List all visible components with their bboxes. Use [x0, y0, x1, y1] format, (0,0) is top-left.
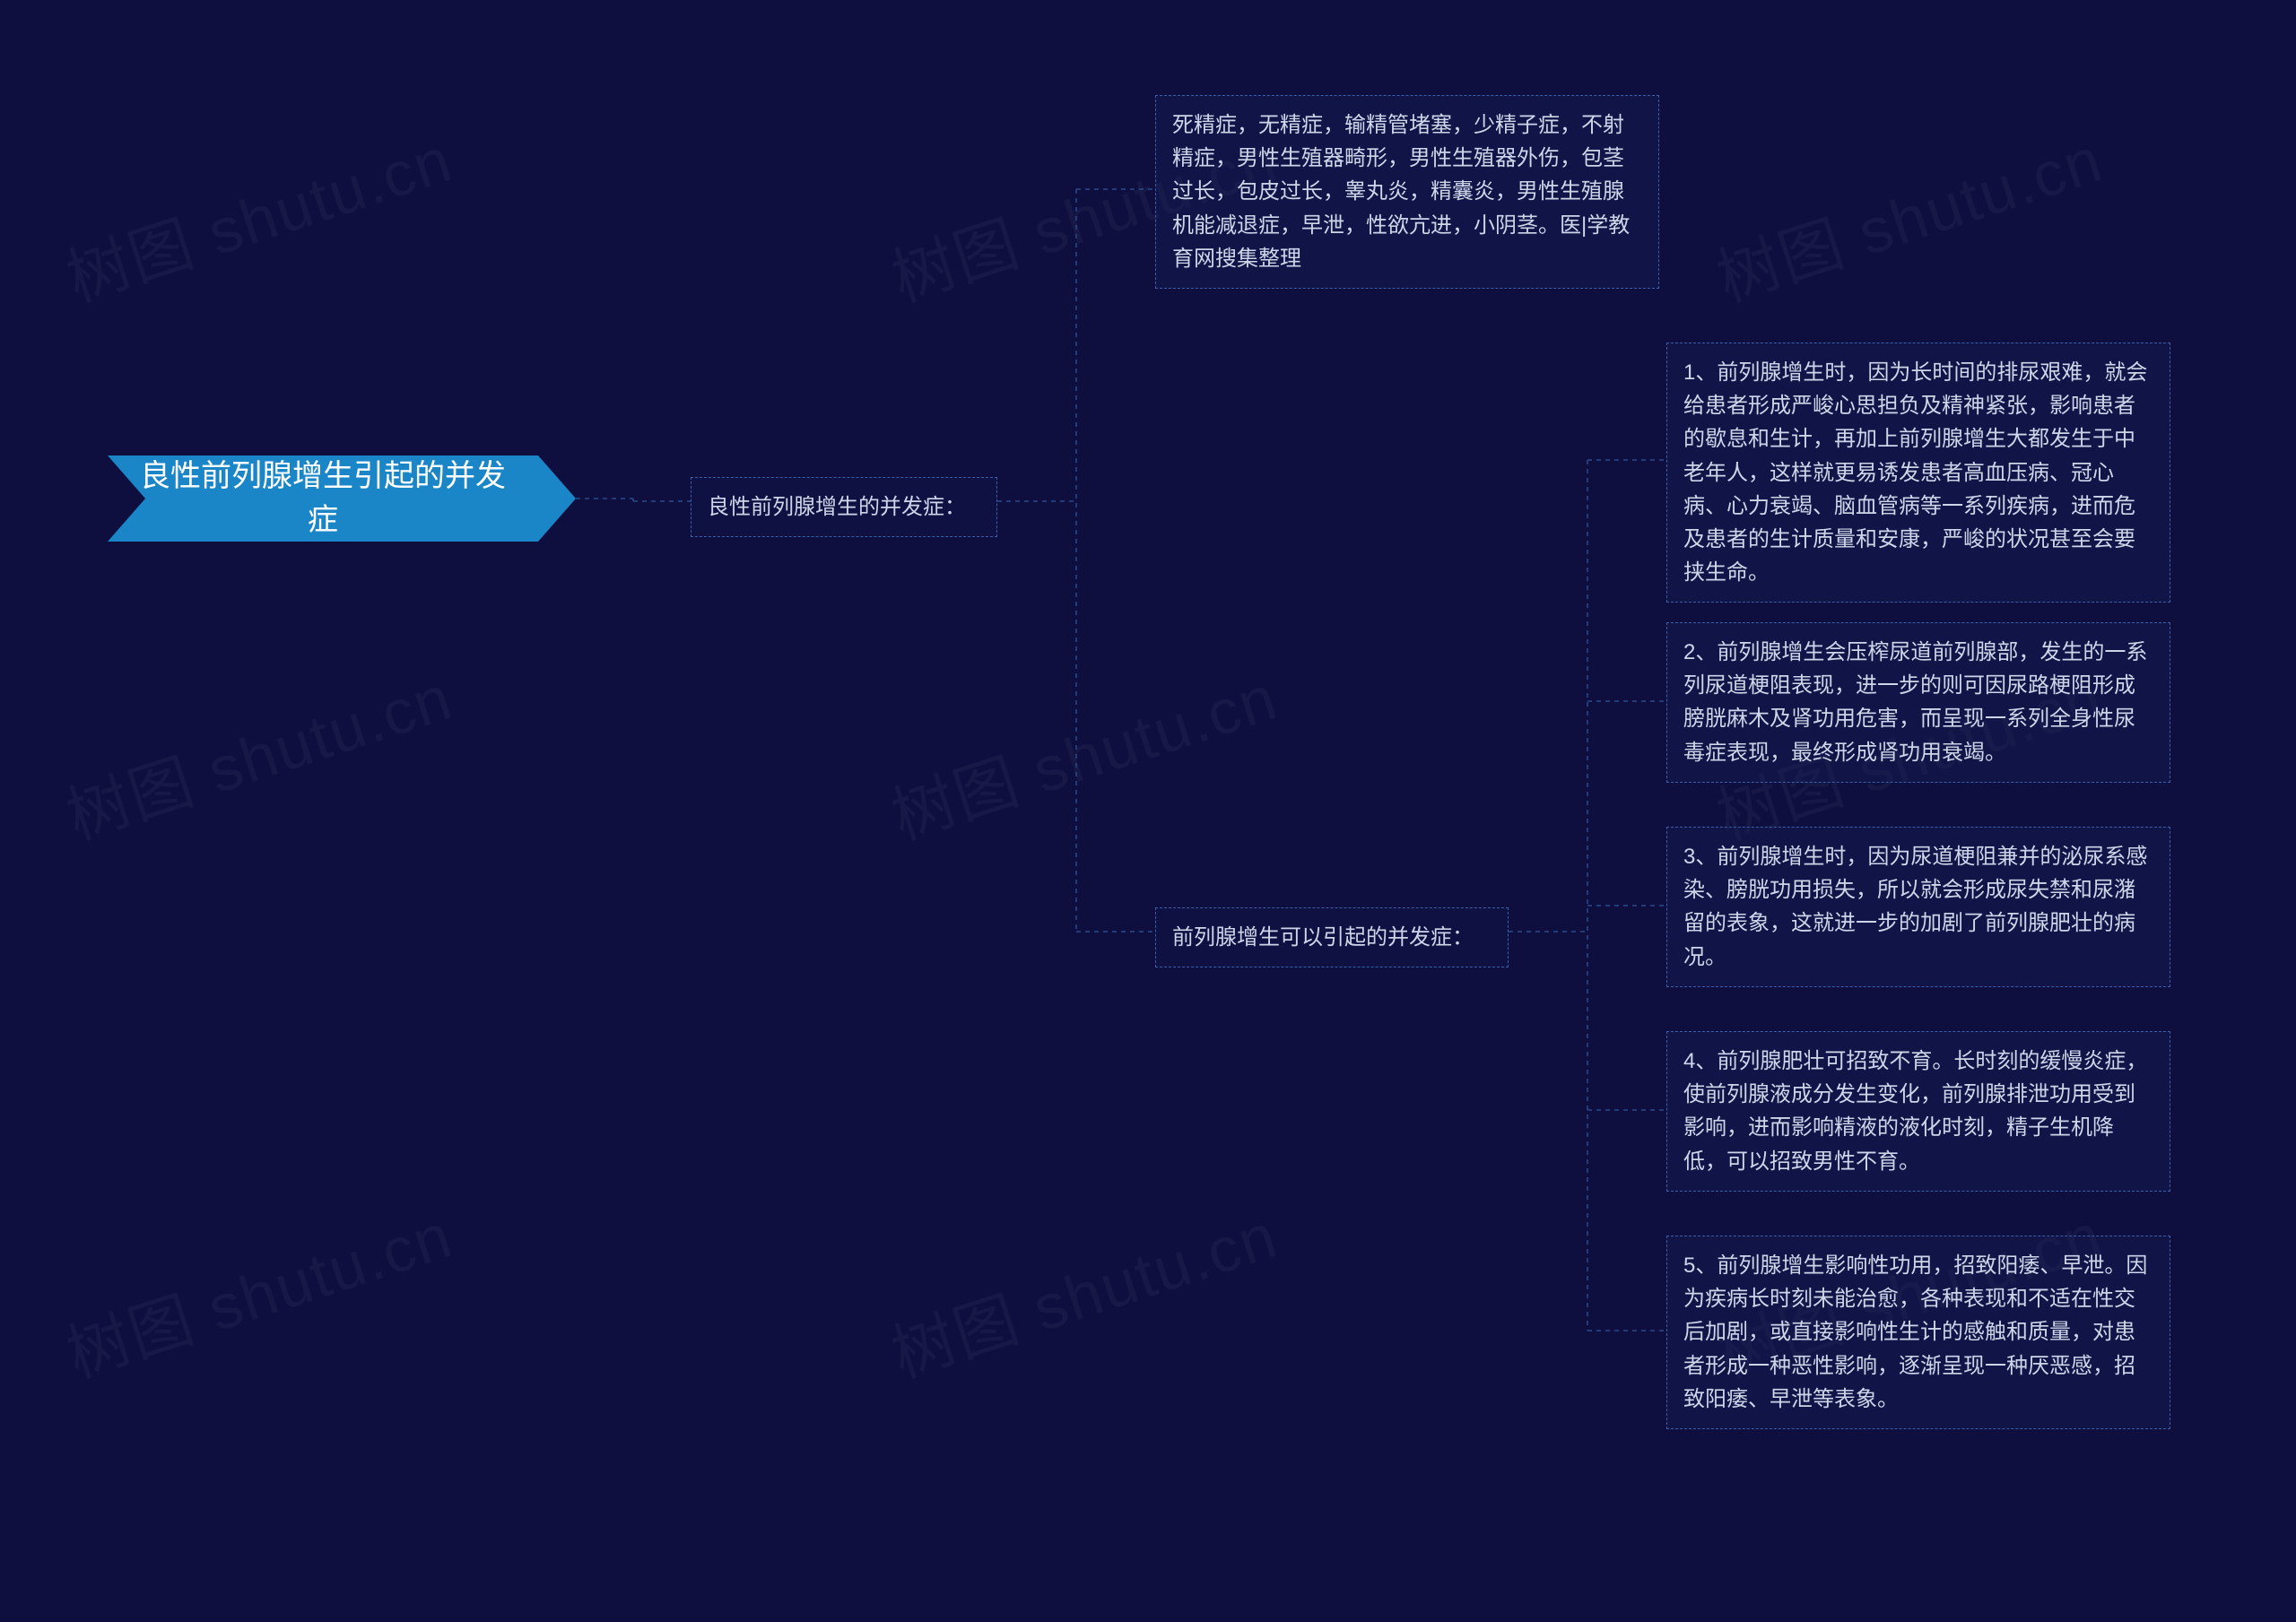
root-tip-right: [538, 455, 576, 542]
root-label: 良性前列腺增生引起的并发症: [133, 455, 513, 543]
cause-child-3: 3、前列腺增生时，因为尿道梗阻兼并的泌尿系感染、膀胱功用损失，所以就会形成尿失禁…: [1666, 827, 2170, 987]
cause-child-4: 4、前列腺肥壮可招致不育。长时刻的缓慢炎症，使前列腺液成分发生变化，前列腺排泄功…: [1666, 1031, 2170, 1192]
cause-child-5: 5、前列腺增生影响性功用，招致阳痿、早泄。因为疾病长时刻未能治愈，各种表现和不适…: [1666, 1236, 2170, 1429]
watermark: 树图 shutu.cn: [879, 647, 1287, 857]
level2-node-label: 前列腺增生可以引起的并发症：: [1172, 925, 1474, 950]
root-node-body: 良性前列腺增生引起的并发症: [108, 455, 538, 542]
cause-child-1-label: 1、前列腺增生时，因为长时间的排尿艰难，就会给患者形成严峻心思担负及精神紧张，影…: [1683, 360, 2147, 585]
level2-node: 前列腺增生可以引起的并发症：: [1155, 907, 1509, 967]
cause-child-1: 1、前列腺增生时，因为长时间的排尿艰难，就会给患者形成严峻心思担负及精神紧张，影…: [1666, 343, 2170, 603]
watermark: 树图 shutu.cn: [54, 1185, 462, 1395]
cause-child-4-label: 4、前列腺肥壮可招致不育。长时刻的缓慢炎症，使前列腺液成分发生变化，前列腺排泄功…: [1683, 1049, 2147, 1174]
cause-child-5-label: 5、前列腺增生影响性功用，招致阳痿、早泄。因为疾病长时刻未能治愈，各种表现和不适…: [1683, 1253, 2147, 1411]
level1-node-label: 良性前列腺增生的并发症：: [708, 495, 966, 519]
watermark: 树图 shutu.cn: [54, 647, 462, 857]
cause-child-3-label: 3、前列腺增生时，因为尿道梗阻兼并的泌尿系感染、膀胱功用损失，所以就会形成尿失禁…: [1683, 845, 2147, 969]
watermark: 树图 shutu.cn: [879, 1185, 1287, 1395]
cause-child-2-label: 2、前列腺增生会压榨尿道前列腺部，发生的一系列尿道梗阻表现，进一步的则可因尿路梗…: [1683, 640, 2147, 765]
watermark: 树图 shutu.cn: [1704, 109, 2112, 319]
cause-child-2: 2、前列腺增生会压榨尿道前列腺部，发生的一系列尿道梗阻表现，进一步的则可因尿路梗…: [1666, 622, 2170, 783]
root-notch-left: [108, 455, 145, 542]
diagram-canvas: 树图 shutu.cn 树图 shutu.cn 树图 shutu.cn 树图 shut…: [0, 0, 2296, 1622]
watermark: 树图 shutu.cn: [54, 109, 462, 319]
benign-complication-text: 死精症，无精症，输精管堵塞，少精子症，不射精症，男性生殖器畸形，男性生殖器外伤，…: [1155, 95, 1659, 289]
benign-complication-text-label: 死精症，无精症，输精管堵塞，少精子症，不射精症，男性生殖器畸形，男性生殖器外伤，…: [1172, 113, 1630, 271]
level1-node: 良性前列腺增生的并发症：: [691, 477, 997, 537]
